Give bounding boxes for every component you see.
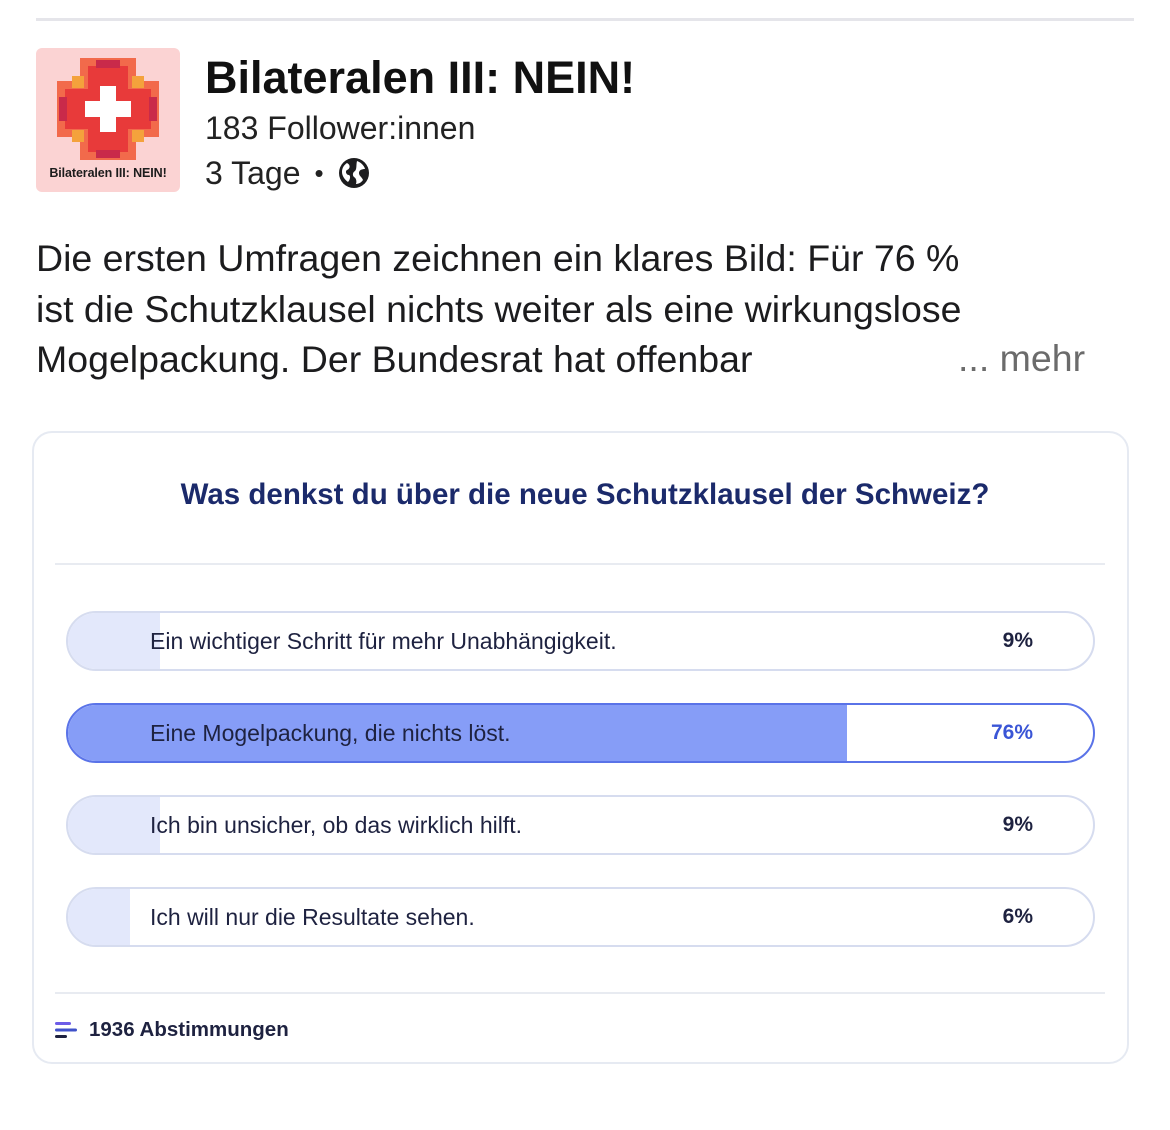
poll-option-label: Eine Mogelpackung, die nichts löst.: [150, 719, 511, 746]
poll-divider-top: [55, 563, 1105, 565]
follower-count: 183 Follower:innen: [205, 110, 476, 146]
avatar-caption: Bilateralen III: NEIN!: [49, 166, 167, 180]
swiss-cross-logo-icon: [57, 58, 159, 160]
avatar[interactable]: Bilateralen III: NEIN!: [36, 48, 180, 192]
poll-option-percent: 9%: [1002, 813, 1033, 836]
post-text-line: ist die Schutzklausel nichts weiter als …: [36, 287, 962, 330]
post-text: Die ersten Umfragen zeichnen ein klares …: [36, 233, 1126, 385]
poll-divider-bottom: [55, 992, 1105, 994]
bars-icon: [55, 1022, 77, 1038]
post-meta: 3 Tage •: [205, 153, 370, 193]
poll-option-fill: [68, 613, 161, 669]
top-divider: [36, 18, 1134, 21]
poll-question: Was denkst du über die neue Schutzklause…: [180, 478, 990, 511]
see-more-link[interactable]: ... mehr: [958, 337, 1086, 379]
poll-option[interactable]: Eine Mogelpackung, die nichts löst. 76%: [66, 703, 1095, 763]
poll-option-label: Ein wichtiger Schritt für mehr Unabhängi…: [150, 627, 617, 654]
meta-separator: •: [314, 157, 324, 188]
poll-option-fill: [68, 889, 130, 945]
poll-option-percent: 6%: [1002, 905, 1033, 928]
poll-option-percent: 9%: [1002, 629, 1033, 652]
post-text-line: Mogelpackung. Der Bundesrat hat offenbar: [36, 338, 753, 380]
page-name[interactable]: Bilateralen III: NEIN!: [205, 52, 636, 103]
vote-count-label: 1936 Abstimmungen: [89, 1018, 289, 1041]
poll-option-fill: [68, 797, 161, 853]
vote-count: 1936 Abstimmungen: [55, 1015, 289, 1045]
poll-option-label: Ich bin unsicher, ob das wirklich hilft.: [150, 811, 523, 838]
poll-option-fill: [68, 705, 847, 761]
poll-option[interactable]: Ich bin unsicher, ob das wirklich hilft.…: [66, 795, 1095, 855]
globe-icon: [338, 158, 369, 188]
poll-option-label: Ich will nur die Resultate sehen.: [150, 903, 475, 930]
poll-option[interactable]: Ein wichtiger Schritt für mehr Unabhängi…: [66, 611, 1095, 671]
poll-option-percent: 76%: [990, 721, 1033, 744]
post-age[interactable]: 3 Tage: [205, 154, 301, 191]
poll-option[interactable]: Ich will nur die Resultate sehen. 6%: [66, 887, 1095, 947]
post-text-line: Die ersten Umfragen zeichnen ein klares …: [36, 237, 960, 279]
